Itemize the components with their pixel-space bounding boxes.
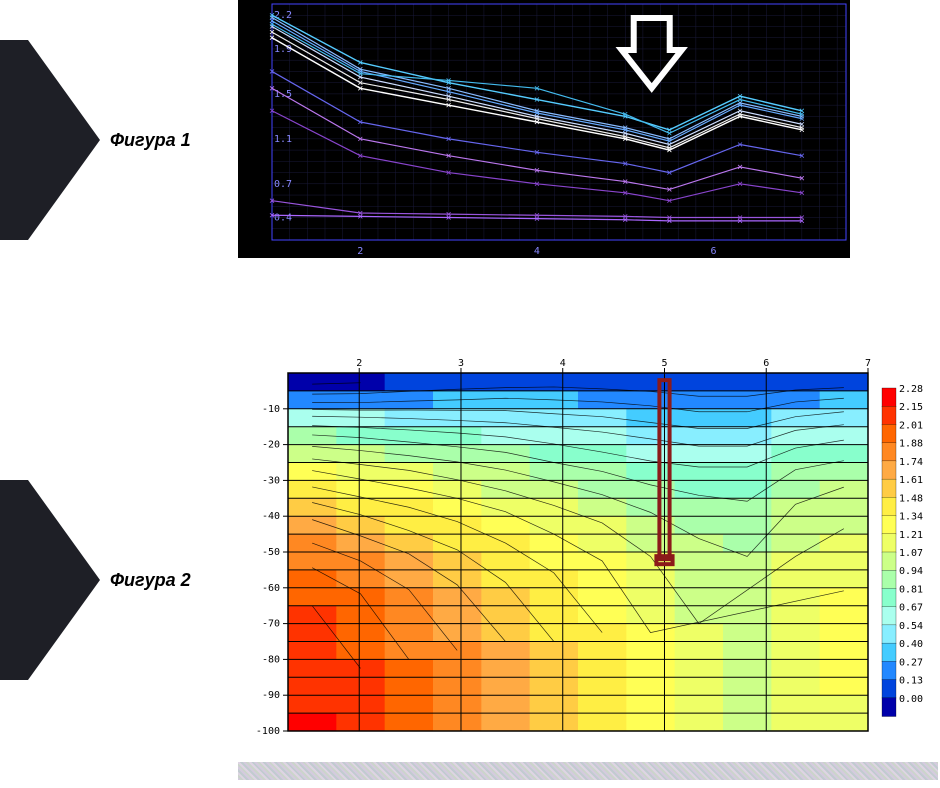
svg-text:-70: -70 bbox=[262, 619, 280, 630]
svg-text:2.01: 2.01 bbox=[899, 420, 923, 431]
fig2-label-block: Фигура 2 bbox=[0, 480, 220, 680]
svg-text:0.7: 0.7 bbox=[274, 179, 292, 190]
fig2-arrow-shape bbox=[0, 480, 100, 680]
svg-text:0.4: 0.4 bbox=[274, 213, 292, 224]
svg-text:2.28: 2.28 bbox=[899, 384, 923, 395]
svg-text:-80: -80 bbox=[262, 654, 280, 665]
svg-text:1.21: 1.21 bbox=[899, 530, 923, 541]
svg-text:-30: -30 bbox=[262, 475, 280, 486]
chart1-svg: 2460.40.71.11.51.92.2 bbox=[238, 0, 850, 258]
svg-text:1.48: 1.48 bbox=[899, 493, 923, 504]
svg-text:-100: -100 bbox=[256, 726, 280, 737]
chart2-svg: 2 3 4 5 6 7 -10 -20 -30 -40 -50 -60 -70 -80 -90 -100 2.2… bbox=[238, 355, 938, 737]
svg-text:0.81: 0.81 bbox=[899, 584, 923, 595]
svg-text:0.40: 0.40 bbox=[899, 639, 923, 650]
svg-text:0.27: 0.27 bbox=[899, 657, 923, 668]
svg-text:4: 4 bbox=[560, 358, 566, 369]
svg-text:-90: -90 bbox=[262, 690, 280, 701]
svg-text:0.54: 0.54 bbox=[899, 621, 923, 632]
svg-text:6: 6 bbox=[711, 246, 717, 257]
svg-text:-60: -60 bbox=[262, 583, 280, 594]
svg-text:5: 5 bbox=[661, 358, 667, 369]
svg-text:0.94: 0.94 bbox=[899, 566, 923, 577]
fig1-label-block: Фигура 1 bbox=[0, 40, 220, 240]
svg-text:-40: -40 bbox=[262, 511, 280, 522]
svg-text:2: 2 bbox=[356, 358, 362, 369]
svg-text:2: 2 bbox=[357, 246, 363, 257]
svg-text:2.15: 2.15 bbox=[899, 402, 923, 413]
chart2-heatmap: 2 3 4 5 6 7 -10 -20 -30 -40 -50 -60 -70 -80 -90 -100 2.2… bbox=[238, 355, 938, 737]
svg-text:1.88: 1.88 bbox=[899, 439, 923, 450]
svg-text:1.74: 1.74 bbox=[899, 457, 923, 468]
svg-text:1.1: 1.1 bbox=[274, 134, 292, 145]
svg-text:7: 7 bbox=[865, 358, 871, 369]
svg-text:-10: -10 bbox=[262, 404, 280, 415]
chart1-line-plot: 2460.40.71.11.51.92.2 bbox=[238, 0, 850, 258]
fig1-label: Фигура 1 bbox=[110, 130, 191, 151]
svg-text:0.67: 0.67 bbox=[899, 603, 923, 614]
svg-text:6: 6 bbox=[763, 358, 769, 369]
svg-text:4: 4 bbox=[534, 246, 540, 257]
fig1-arrow-shape bbox=[0, 40, 100, 240]
svg-text:1.9: 1.9 bbox=[274, 44, 292, 55]
svg-text:1.07: 1.07 bbox=[899, 548, 923, 559]
noise-strip bbox=[238, 762, 938, 780]
svg-text:1.61: 1.61 bbox=[899, 475, 923, 486]
svg-text:-20: -20 bbox=[262, 440, 280, 451]
svg-text:-50: -50 bbox=[262, 547, 280, 558]
svg-text:1.34: 1.34 bbox=[899, 512, 923, 523]
svg-text:0.13: 0.13 bbox=[899, 676, 923, 687]
svg-text:3: 3 bbox=[458, 358, 464, 369]
svg-text:0.00: 0.00 bbox=[899, 694, 923, 705]
fig2-label: Фигура 2 bbox=[110, 570, 191, 591]
